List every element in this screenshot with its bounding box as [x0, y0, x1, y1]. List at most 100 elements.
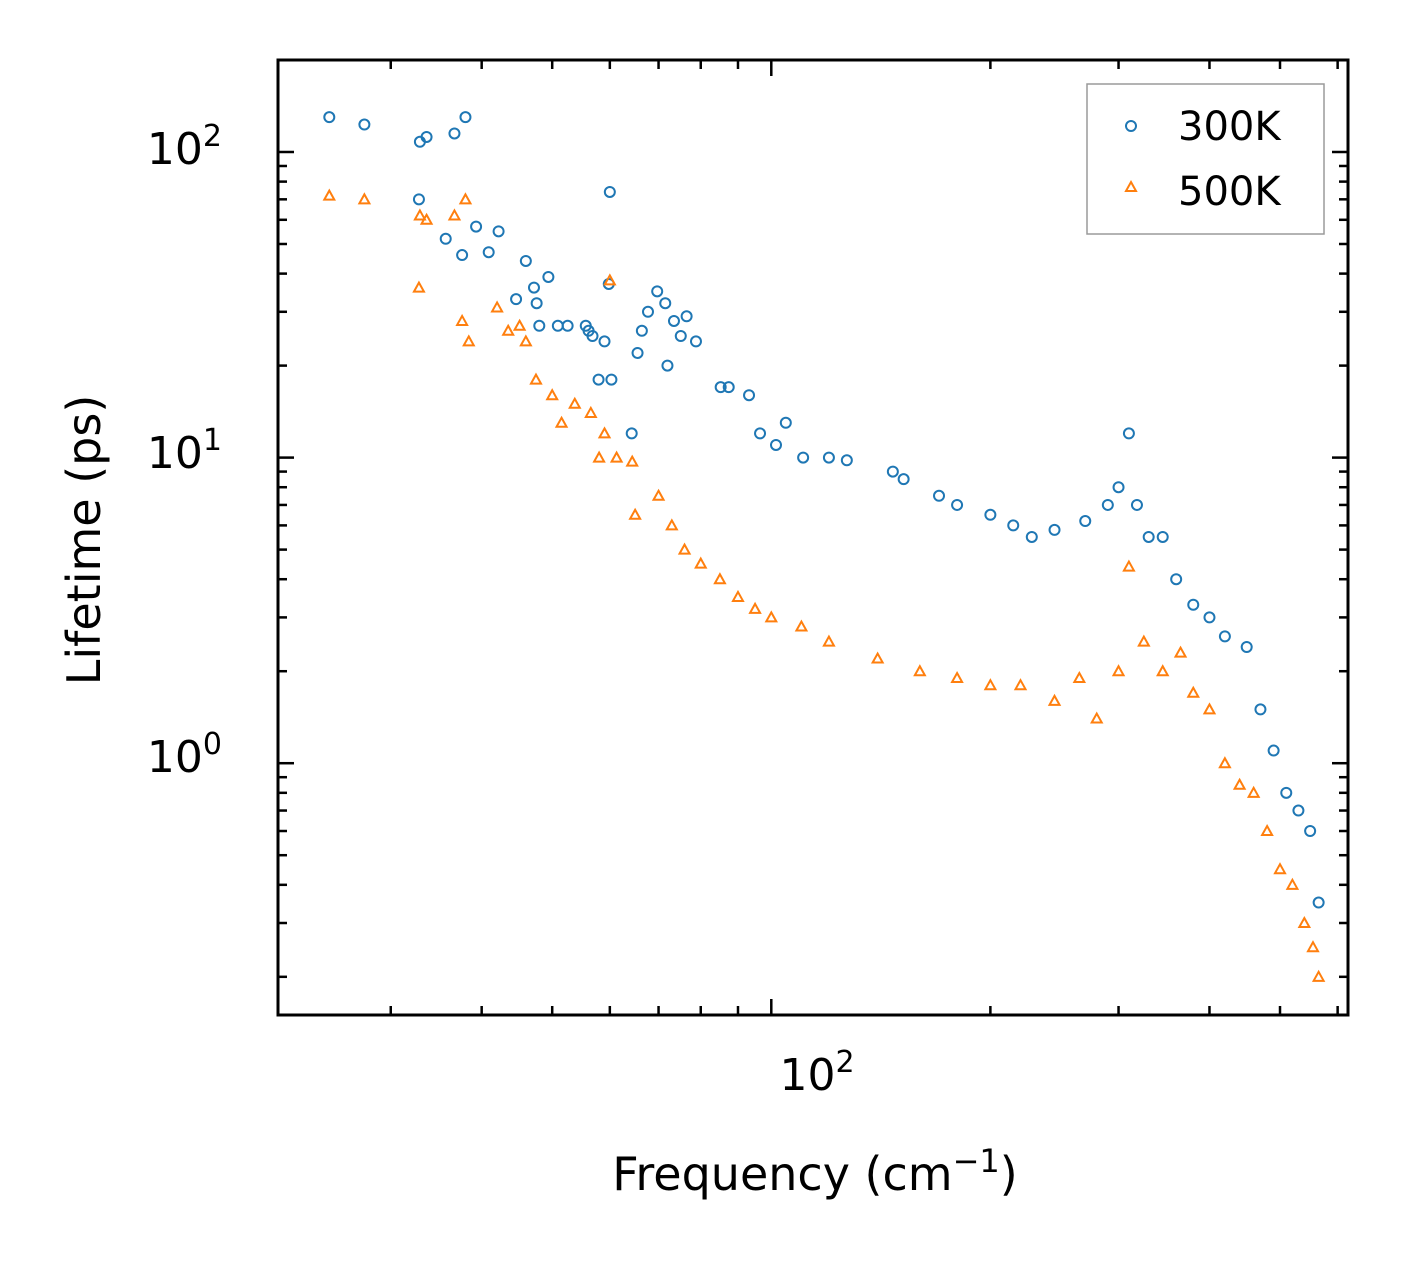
point-300k: [448, 127, 461, 140]
point-300k: [603, 185, 616, 198]
point-300k: [586, 329, 599, 342]
point-500k: [665, 518, 679, 531]
point-300k: [951, 498, 964, 511]
major-ticks: [278, 60, 1348, 1015]
point-300k: [533, 319, 546, 332]
point-300k: [667, 314, 680, 327]
point-300k: [1267, 744, 1280, 757]
point-500k: [1186, 685, 1200, 698]
point-500k: [913, 664, 927, 677]
point-300k: [482, 246, 495, 259]
point-300k: [674, 329, 687, 342]
point-300k: [659, 297, 672, 310]
point-500k: [870, 651, 885, 664]
point-500k: [1122, 559, 1136, 572]
point-300k: [530, 297, 543, 310]
point-300k: [420, 130, 433, 143]
point-500k: [1013, 678, 1028, 691]
point-500k: [1047, 693, 1062, 706]
point-300k: [323, 111, 336, 124]
point-500k: [529, 372, 543, 385]
point-500k: [950, 670, 964, 684]
point-300k: [797, 451, 810, 464]
point-300k: [1280, 786, 1293, 799]
point-300k: [651, 285, 664, 298]
y-tick-label-1e2: 102: [147, 119, 222, 175]
point-300k: [519, 254, 532, 267]
point-300k: [527, 281, 540, 294]
point-300k: [358, 118, 371, 131]
point-500k: [1232, 777, 1247, 790]
point-300k: [459, 111, 472, 124]
point-300k: [542, 270, 555, 283]
point-300k: [840, 454, 853, 467]
point-300k: [470, 220, 483, 233]
point-300k: [510, 293, 523, 306]
point-500k: [1173, 645, 1188, 658]
legend-label-300k: 300K: [1178, 104, 1282, 150]
series-300k: [323, 111, 1325, 909]
point-300k: [1079, 515, 1092, 528]
point-300k: [492, 225, 505, 238]
point-500k: [322, 188, 336, 201]
point-300k: [661, 359, 674, 372]
legend-box: [1086, 83, 1325, 235]
point-500k: [419, 212, 434, 225]
point-500k: [694, 556, 708, 569]
point-500k: [1306, 940, 1320, 953]
point-300k: [635, 324, 648, 337]
point-500k: [1072, 670, 1087, 684]
point-300k: [886, 465, 899, 478]
legend: 300K 500K: [1086, 83, 1325, 235]
point-300k: [984, 508, 997, 521]
plot-frame: [276, 58, 1350, 1017]
point-500k: [1260, 823, 1274, 837]
point-500k: [519, 334, 533, 347]
point-300k: [598, 335, 611, 348]
point-500k: [413, 208, 427, 221]
point-500k: [1246, 785, 1261, 798]
point-500k: [764, 610, 778, 623]
point-500k: [1285, 877, 1300, 890]
point-500k: [1111, 664, 1126, 677]
point-300k: [779, 416, 792, 429]
point-300k: [551, 319, 564, 332]
point-300k: [561, 319, 574, 332]
point-300k: [1112, 481, 1125, 494]
point-300k: [933, 489, 946, 502]
point-300k: [1218, 630, 1231, 643]
point-300k: [722, 381, 735, 394]
point-300k: [754, 427, 767, 440]
point-500k: [1297, 915, 1312, 929]
point-500k: [1137, 634, 1151, 647]
y-tick-label-1e0: 100: [147, 727, 222, 783]
x-tick-label-1e2: 102: [779, 1045, 854, 1101]
point-500k: [568, 396, 582, 409]
point-300k: [1122, 427, 1135, 440]
point-300k: [1304, 825, 1317, 838]
series-500k: [322, 188, 1326, 982]
point-300k: [897, 473, 910, 486]
point-500k: [794, 619, 809, 632]
point-500k: [983, 678, 998, 691]
point-500k: [731, 589, 745, 602]
point-500k: [412, 280, 426, 293]
point-300k: [1187, 598, 1200, 611]
point-300k: [1254, 703, 1267, 716]
point-300k: [714, 381, 727, 394]
point-500k: [1311, 969, 1326, 982]
point-300k: [1312, 896, 1325, 909]
point-500k: [512, 318, 527, 331]
y-tick-label-1e1: 101: [147, 423, 222, 479]
point-500k: [458, 192, 473, 205]
point-500k: [713, 572, 727, 585]
point-500k: [545, 388, 559, 401]
point-500k: [625, 454, 639, 467]
point-300k: [743, 389, 756, 402]
point-300k: [1292, 804, 1305, 817]
point-300k: [1240, 641, 1253, 654]
legend-marker-300k: [1125, 120, 1137, 132]
point-500k: [455, 313, 469, 326]
